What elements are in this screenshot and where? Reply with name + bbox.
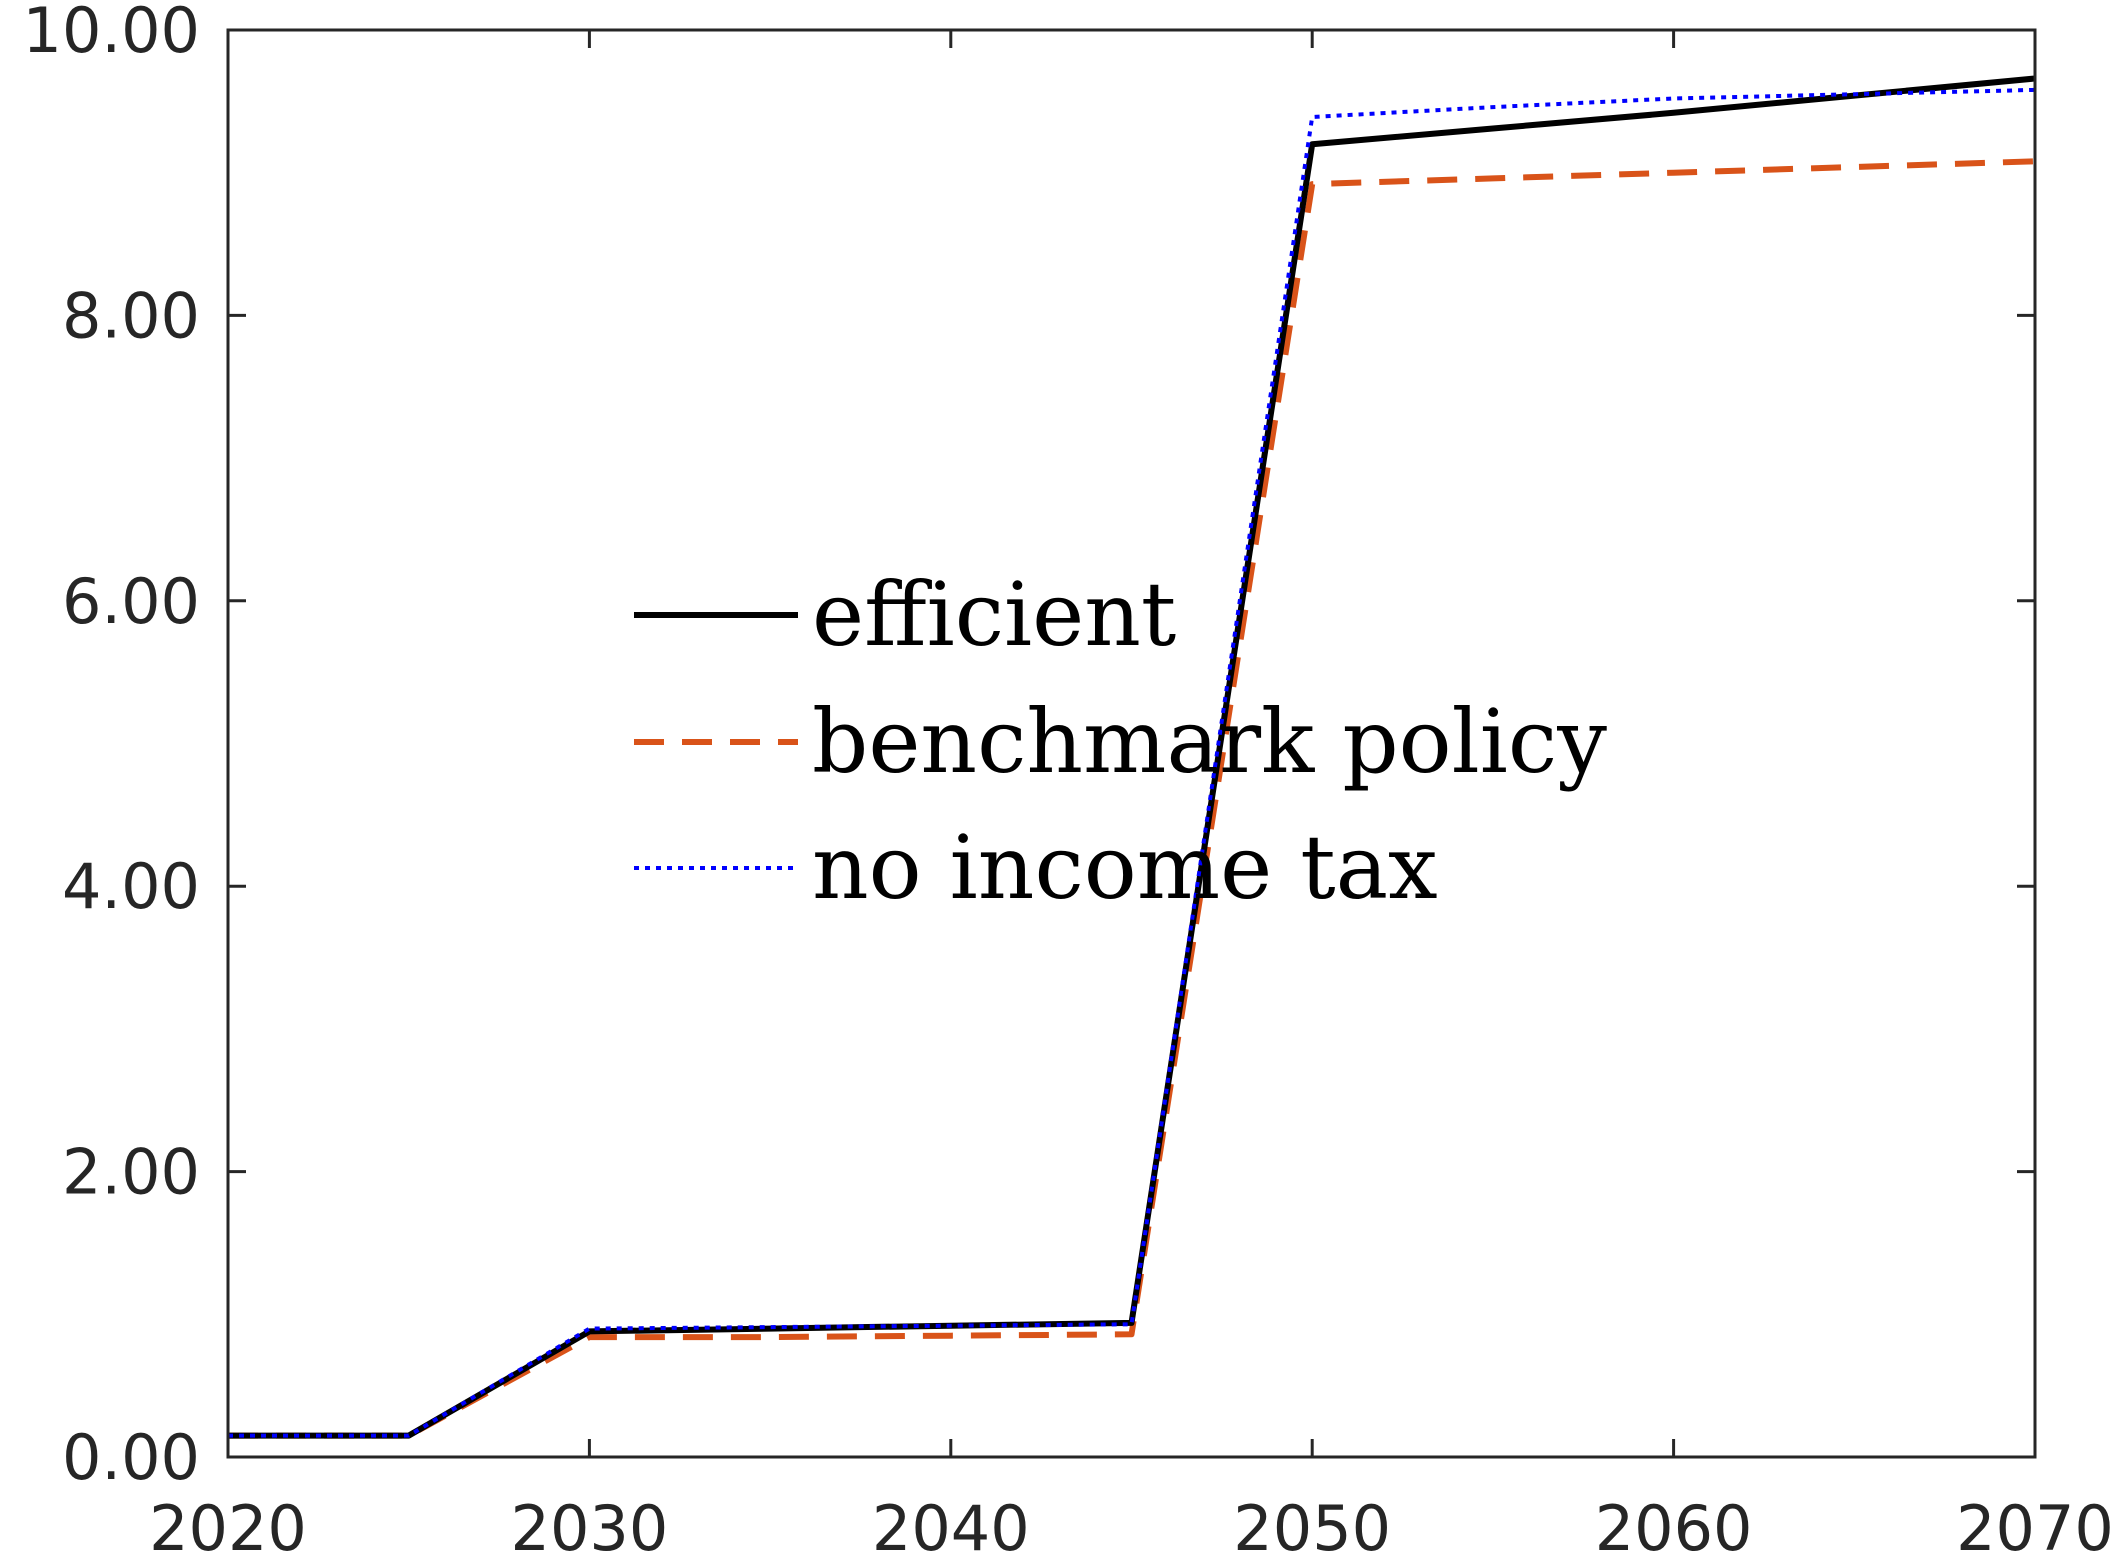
legend-label-efficient: efficient [812,563,1176,666]
x-tick-label: 2030 [511,1492,669,1554]
y-tick-label: 10.00 [23,0,201,67]
y-tick-label: 6.00 [62,565,200,638]
x-tick-label: 2040 [872,1492,1030,1554]
y-tick-label: 4.00 [62,850,200,923]
x-tick-label: 2070 [1956,1492,2114,1554]
legend-label-benchmark-policy: benchmark policy [812,690,1607,793]
y-tick-label: 2.00 [62,1136,200,1209]
axis-ticks: 2020 2030 2040 2050 2060 2070 0.00 2.00 4.00 6.00… [23,0,2114,1554]
axes-box [226,28,2037,1459]
series-line-benchmark-policy [228,158,2036,1439]
x-tick-label: 2060 [1595,1492,1753,1554]
plot-area [228,30,2035,1457]
x-tick-label: 2020 [149,1492,307,1554]
legend: efficient benchmark policy no income tax [634,563,1607,919]
series-line-no-income-tax [228,87,2036,1438]
legend-label-no-income-tax: no income tax [812,816,1438,919]
y-tick-label: 0.00 [62,1421,200,1494]
x-tick-label: 2050 [1233,1492,1391,1554]
y-tick-label: 8.00 [62,279,200,352]
series-lines [228,75,2036,1439]
